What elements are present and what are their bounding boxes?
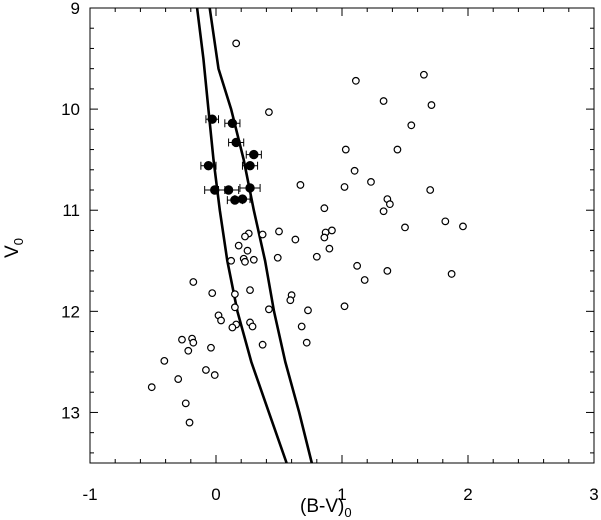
open-point (447, 270, 456, 278)
open-point (232, 39, 241, 48)
open-point (379, 207, 388, 216)
open-point (227, 256, 236, 265)
open-point (249, 255, 258, 264)
open-point (160, 356, 169, 365)
open-point (304, 306, 312, 315)
open-point (312, 252, 321, 261)
y-axis-label: V0 (2, 238, 26, 258)
x-axis-label: (B-V)0 (300, 496, 352, 520)
open-point (202, 366, 210, 374)
y-tick-label: 10 (61, 100, 80, 119)
open-point (426, 186, 435, 194)
open-point (185, 418, 194, 427)
filled-point (245, 161, 255, 171)
open-point (320, 204, 329, 213)
open-point (320, 233, 329, 242)
open-circle-points (147, 39, 467, 427)
open-point (234, 241, 243, 250)
open-point (230, 290, 239, 299)
open-point (379, 97, 388, 105)
open-point (181, 399, 190, 408)
open-point (297, 322, 306, 331)
open-point (340, 183, 349, 191)
open-point (328, 226, 336, 235)
open-point (325, 244, 334, 253)
open-point (441, 217, 450, 226)
filled-point (249, 149, 259, 160)
open-point (291, 235, 300, 244)
isochrone-curves (195, 7, 314, 464)
open-point (401, 223, 409, 232)
open-point (241, 257, 249, 266)
open-point (228, 323, 237, 332)
open-point (265, 305, 273, 314)
open-point (243, 246, 252, 255)
open-point (360, 276, 369, 284)
open-point (420, 70, 428, 79)
filled-point (227, 118, 238, 128)
open-point (189, 338, 198, 347)
open-point (340, 302, 349, 311)
filled-circle-points (200, 114, 262, 205)
open-point (208, 289, 217, 298)
open-point (393, 145, 402, 154)
filled-point (245, 183, 255, 193)
open-point (207, 343, 215, 352)
filled-point (207, 114, 217, 124)
filled-point (231, 137, 241, 148)
open-point (241, 232, 249, 241)
open-point (427, 101, 436, 109)
open-point (174, 375, 183, 383)
open-point (147, 383, 156, 392)
open-point (258, 340, 267, 349)
open-point (383, 266, 392, 275)
filled-point (210, 185, 220, 195)
x-tick-label: 3 (589, 485, 598, 504)
open-point (385, 200, 394, 209)
filled-point (223, 185, 234, 195)
open-point (248, 322, 257, 331)
y-tick-label: 9 (71, 0, 80, 18)
open-point (265, 108, 273, 117)
open-point (210, 371, 219, 379)
open-point (189, 278, 198, 286)
x-tick-label: 0 (211, 485, 220, 504)
open-point (367, 178, 375, 186)
open-point (459, 222, 467, 231)
open-point (230, 303, 239, 312)
open-point (184, 346, 193, 355)
y-tick-label: 13 (61, 403, 80, 422)
x-tick-label: -1 (82, 485, 97, 504)
y-tick-label: 12 (61, 302, 80, 321)
open-point (258, 230, 267, 239)
open-point (275, 227, 283, 236)
open-point (286, 296, 295, 305)
y-tick-label: 11 (62, 201, 80, 220)
open-point (273, 253, 282, 262)
open-point (296, 181, 305, 189)
open-point (407, 121, 416, 130)
open-point (341, 145, 350, 154)
x-tick-label: 2 (463, 485, 472, 504)
filled-point (237, 194, 248, 204)
open-point (246, 286, 254, 295)
open-point (178, 335, 186, 344)
x-tick-label: 1 (337, 485, 346, 504)
open-point (351, 76, 360, 85)
open-point (350, 166, 359, 175)
open-point (217, 316, 225, 325)
open-point (302, 338, 311, 347)
filled-point (203, 161, 214, 171)
open-point (353, 261, 362, 270)
axis-ticks (89, 7, 595, 463)
plot-frame (89, 7, 595, 464)
isochrone-line-1 (195, 7, 288, 464)
